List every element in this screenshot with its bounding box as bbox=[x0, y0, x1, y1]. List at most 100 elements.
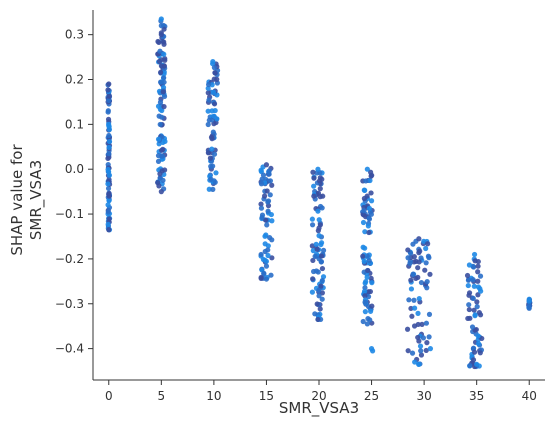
data-point bbox=[263, 162, 270, 168]
data-point bbox=[205, 85, 211, 91]
data-point bbox=[466, 302, 472, 308]
data-point bbox=[526, 303, 532, 309]
data-point bbox=[409, 350, 416, 356]
data-point bbox=[211, 65, 218, 71]
data-point bbox=[265, 243, 271, 249]
y-axis-title-line-1: SHAP value for bbox=[8, 144, 26, 256]
data-point bbox=[415, 310, 421, 316]
data-point bbox=[158, 32, 164, 38]
data-point bbox=[475, 284, 482, 290]
data-point bbox=[157, 48, 163, 54]
data-point bbox=[309, 222, 316, 228]
y-tick-label: −0.3 bbox=[55, 297, 84, 311]
data-point bbox=[309, 216, 315, 222]
data-point bbox=[105, 181, 111, 187]
data-point bbox=[161, 93, 168, 99]
x-tick-label: 35 bbox=[469, 389, 484, 403]
y-tick-label: −0.1 bbox=[55, 207, 84, 221]
data-point bbox=[474, 361, 480, 367]
data-point bbox=[318, 240, 325, 246]
data-point bbox=[158, 79, 164, 85]
data-point bbox=[259, 176, 265, 182]
data-point bbox=[260, 172, 267, 178]
data-point bbox=[155, 136, 162, 142]
data-point bbox=[405, 348, 411, 354]
data-point bbox=[360, 253, 366, 259]
data-point bbox=[260, 256, 267, 263]
x-tick-label: 25 bbox=[364, 389, 379, 403]
data-point bbox=[316, 178, 323, 184]
data-point bbox=[363, 178, 369, 184]
data-point bbox=[209, 136, 215, 142]
data-point bbox=[474, 299, 480, 305]
data-point bbox=[368, 190, 374, 196]
data-point bbox=[361, 288, 368, 294]
data-point bbox=[214, 92, 220, 98]
data-point bbox=[309, 289, 315, 295]
data-point bbox=[408, 286, 415, 292]
data-point bbox=[416, 259, 422, 265]
data-point bbox=[106, 138, 113, 145]
data-point bbox=[406, 297, 412, 303]
data-point bbox=[106, 93, 113, 99]
data-point bbox=[210, 89, 217, 95]
data-point bbox=[318, 259, 324, 265]
data-point bbox=[156, 58, 163, 65]
data-point bbox=[212, 70, 218, 76]
data-point bbox=[160, 89, 166, 95]
x-tick-label: 10 bbox=[206, 389, 221, 403]
data-point bbox=[360, 219, 367, 226]
data-point bbox=[425, 241, 431, 247]
data-point bbox=[315, 316, 321, 323]
data-point bbox=[157, 106, 164, 113]
data-point bbox=[262, 248, 268, 255]
data-point bbox=[315, 190, 322, 196]
data-point bbox=[369, 303, 375, 309]
data-point bbox=[106, 151, 112, 157]
data-point bbox=[471, 349, 478, 355]
data-point bbox=[319, 265, 326, 272]
data-point bbox=[415, 274, 421, 280]
data-point bbox=[360, 318, 366, 325]
data-point bbox=[469, 324, 476, 330]
data-point bbox=[422, 267, 428, 273]
data-point bbox=[475, 292, 481, 298]
data-point bbox=[362, 187, 368, 193]
data-point bbox=[424, 279, 430, 285]
data-point bbox=[466, 306, 472, 313]
data-point bbox=[408, 277, 414, 283]
data-point bbox=[366, 215, 372, 221]
data-point bbox=[263, 276, 270, 282]
data-point bbox=[363, 279, 369, 285]
data-point bbox=[365, 267, 371, 274]
data-point bbox=[313, 268, 320, 274]
data-point bbox=[476, 309, 482, 316]
data-point bbox=[206, 117, 212, 123]
data-point bbox=[268, 272, 274, 278]
y-axis-title-line-2: SMR_VSA3 bbox=[27, 160, 46, 240]
data-point bbox=[318, 283, 324, 289]
data-point bbox=[478, 288, 484, 294]
data-point bbox=[419, 321, 425, 327]
data-point bbox=[267, 178, 274, 184]
data-point bbox=[415, 334, 421, 341]
data-point bbox=[161, 26, 167, 32]
data-point bbox=[368, 173, 374, 179]
data-point bbox=[471, 264, 477, 270]
data-point bbox=[209, 146, 215, 152]
data-point bbox=[316, 287, 322, 293]
data-point bbox=[317, 306, 323, 312]
data-point bbox=[315, 208, 321, 214]
data-point bbox=[211, 151, 218, 157]
data-point bbox=[205, 90, 211, 96]
data-point bbox=[156, 39, 162, 46]
data-point bbox=[470, 357, 477, 363]
data-point bbox=[423, 245, 429, 252]
data-point bbox=[155, 158, 162, 164]
data-point bbox=[258, 201, 264, 207]
x-tick-label: 40 bbox=[522, 389, 537, 403]
data-point bbox=[210, 186, 216, 192]
data-point bbox=[465, 282, 471, 289]
data-point bbox=[212, 179, 218, 185]
data-point bbox=[367, 308, 374, 314]
